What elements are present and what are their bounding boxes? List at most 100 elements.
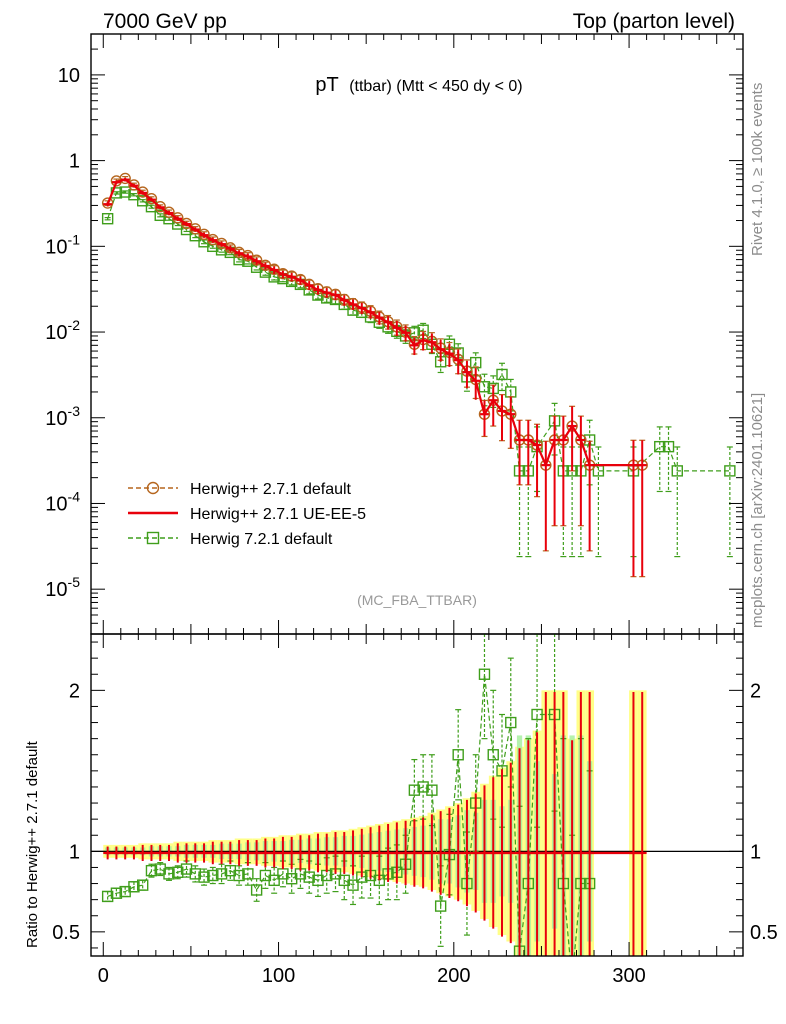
- main-title-sub: (ttbar) (Mtt < 450 dy < 0): [349, 78, 522, 95]
- data-point-square: [347, 879, 359, 891]
- data-point-circle: [172, 212, 184, 224]
- y-tick-exponent: -5: [68, 574, 81, 590]
- main-frame: [90, 33, 744, 635]
- ratio-y-tick-label-right: 1: [750, 841, 761, 863]
- ratio-data-layer: [91, 634, 743, 985]
- data-point-square: [567, 975, 577, 985]
- data-point-square: [215, 868, 228, 880]
- data-point-square: [505, 716, 517, 729]
- data-point-square: [662, 440, 675, 453]
- x-tick-labels: 0 100 200 300: [98, 965, 646, 987]
- main-title-main: pT: [315, 74, 338, 96]
- data-point-circle: [250, 254, 263, 266]
- legend-marker-herwigpp-default: [146, 481, 160, 495]
- x-tick-label: 200: [437, 965, 470, 987]
- data-point-circle: [224, 242, 237, 254]
- legend-label-herwigpp-default: Herwig++ 2.7.1 default: [190, 481, 352, 498]
- header-left: 7000 GeV pp: [103, 10, 227, 33]
- y-tick-base: 10: [45, 579, 67, 601]
- data-point-square: [172, 866, 184, 878]
- y-tick-exponent: -3: [68, 403, 81, 419]
- ratio-y-tick-label-left: 0.5: [52, 922, 80, 944]
- data-point-square: [434, 900, 447, 912]
- data-point-square: [110, 887, 123, 899]
- data-point-square: [207, 869, 219, 882]
- data-point-square: [101, 213, 114, 225]
- data-point-square: [654, 440, 666, 453]
- data-point-square: [478, 381, 491, 393]
- data-point-square: [724, 465, 736, 477]
- data-point-circle: [215, 237, 228, 250]
- main-axis-ticks: [91, 33, 743, 635]
- data-point-square: [163, 868, 175, 880]
- data-point-square: [189, 868, 201, 880]
- main-panel: pT (ttbar) (Mtt < 450 dy < 0) (MC_FBA_TT…: [45, 33, 744, 635]
- data-point-circle: [180, 217, 193, 230]
- data-point-circle: [101, 197, 114, 209]
- legend-label-herwig72-default: Herwig 7.2.1 default: [190, 531, 333, 548]
- data-point-circle: [189, 223, 201, 235]
- ratio-y-tick-label-left: 2: [69, 680, 80, 702]
- ratio-y-tick-label-left: 1: [69, 841, 80, 863]
- y-tick-exponent: -1: [68, 231, 81, 247]
- y-tick-exponent: -4: [68, 488, 81, 504]
- ratio-y-tick-label-right: 0.5: [750, 922, 778, 944]
- data-point-circle: [163, 206, 175, 218]
- data-point-circle: [268, 263, 280, 275]
- data-point-square: [487, 749, 499, 761]
- data-point-square: [417, 781, 429, 793]
- main-y-tick-label: 1: [69, 151, 80, 173]
- data-point-circle: [137, 186, 149, 198]
- data-point-square: [408, 784, 421, 796]
- x-tick-label: 300: [612, 965, 645, 987]
- x-tick-label: 100: [262, 965, 295, 987]
- y-tick-base: 10: [45, 493, 67, 515]
- data-point-square: [426, 784, 438, 796]
- data-point-square: [250, 884, 263, 896]
- data-point-circle: [154, 200, 166, 213]
- ratio-y-tick-labels: 0.5 0.5 1 1 2 2: [52, 680, 778, 944]
- main-y-tick-label: 10-4: [45, 488, 80, 515]
- y-tick-base: 10: [45, 236, 67, 258]
- data-point-square: [496, 368, 508, 381]
- ratio-panel: 0.5 0.5 1 1 2 2 0 100 200 300 Ratio to Herwig++ …: [24, 633, 778, 987]
- legend-label-herwigpp-ueee5: Herwig++ 2.7.1 UE-EE-5: [190, 506, 366, 523]
- ratio-y-tick-label-right: 2: [750, 680, 761, 702]
- analysis-watermark: (MC_FBA_TTBAR): [357, 592, 477, 608]
- data-point-circle: [119, 172, 131, 185]
- data-point-square: [452, 749, 464, 761]
- data-point-square: [478, 668, 491, 680]
- main-y-tick-label: 10-5: [45, 574, 80, 601]
- legend: Herwig++ 2.7.1 default Herwig++ 2.7.1 UE…: [128, 481, 366, 548]
- main-data-layer: [101, 172, 736, 578]
- rivet-version-label: Rivet 4.1.0, ≥ 100k events: [749, 83, 766, 256]
- data-point-circle: [145, 192, 158, 205]
- data-point-square: [128, 881, 140, 893]
- data-point-square: [198, 871, 210, 883]
- main-y-tick-label: 10-1: [45, 231, 80, 258]
- data-point-square: [145, 864, 158, 877]
- data-point-square: [137, 879, 149, 891]
- main-title: pT (ttbar) (Mtt < 450 dy < 0): [315, 74, 522, 96]
- y-tick-exponent: -2: [68, 317, 81, 333]
- data-point-circle: [128, 179, 140, 191]
- data-point-square: [101, 890, 114, 903]
- data-point-square: [119, 186, 131, 198]
- main-y-tick-label: 10-3: [45, 403, 80, 430]
- header-right: Top (parton level): [573, 10, 735, 33]
- data-point-square: [268, 874, 280, 887]
- main-y-tick-label: 10: [58, 65, 80, 87]
- data-point-square: [303, 871, 315, 883]
- data-point-square: [671, 465, 683, 477]
- ratio-axis-ticks: [91, 634, 743, 956]
- data-point-square: [242, 868, 254, 880]
- data-point-circle: [198, 228, 210, 241]
- mcplots-label: mcplots.cern.ch [arXiv:2401.10621]: [749, 393, 766, 628]
- ratio-frame: [90, 633, 744, 957]
- data-point-square: [531, 708, 543, 721]
- legend-marker-herwig72-default: [146, 531, 160, 545]
- y-tick-base: 10: [45, 322, 67, 344]
- main-y-tick-label: 10-2: [45, 317, 80, 344]
